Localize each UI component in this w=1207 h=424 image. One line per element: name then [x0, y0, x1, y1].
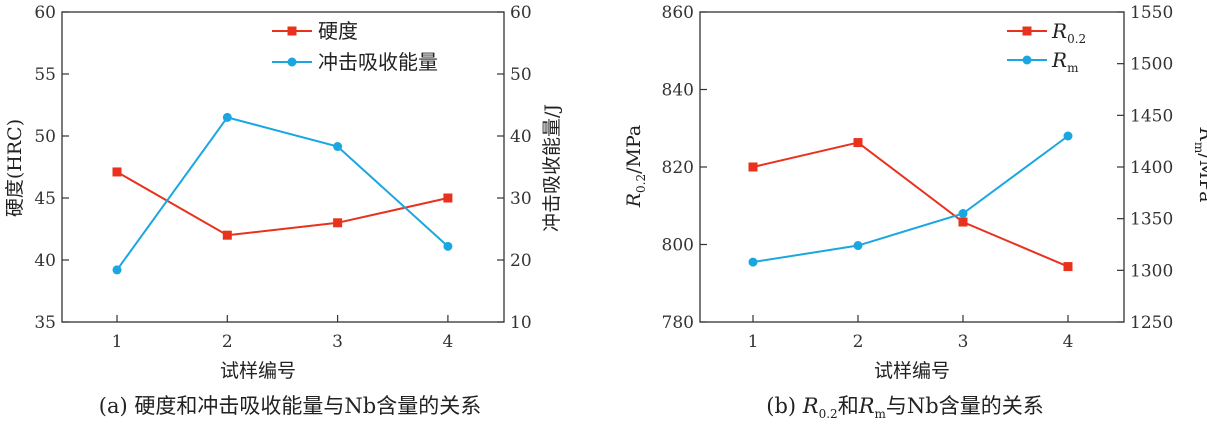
chart-a-ytick-right-label: 10	[510, 313, 532, 333]
chart-a-ylabel-left: 硬度(HRC)	[4, 119, 26, 217]
chart-b-series-0-point	[853, 138, 863, 148]
chart-b-xtick-label: 3	[958, 332, 969, 352]
chart-b-ylabel-left-unit: /MPa	[623, 125, 645, 174]
chart-b-ylabel-left: R0.2/MPa	[623, 125, 648, 209]
chart-b-legend-rm-label: Rm	[1051, 48, 1079, 75]
chart-a-legend-hardness-label: 硬度	[318, 19, 358, 43]
chart-b-caption-rm-symbol: R	[858, 394, 875, 418]
chart-a-ytick-right-label: 60	[510, 3, 532, 23]
chart-b-xtick-label: 1	[748, 332, 759, 352]
chart-b: 780 800 820 840 860 1250 1300 1350 1400 1450 1500 1…	[662, 3, 1174, 352]
chart-a-plot-frame	[61, 11, 505, 323]
chart-b-legend-r02-label: R0.2	[1051, 19, 1086, 46]
chart-b-ytick-right-label: 1400	[1130, 158, 1173, 178]
chart-b-ylabel-left-symbol: R	[623, 193, 645, 208]
chart-b-ytick-left-label: 820	[662, 158, 694, 178]
chart-b-series-1-point	[1063, 131, 1073, 141]
chart-a-series-0-point	[333, 218, 343, 228]
chart-b-series-0-line	[752, 141, 1069, 268]
chart-a-series-0-point	[112, 167, 122, 177]
chart-a-legend-1-marker	[287, 57, 297, 67]
chart-b-legend-r02-sub: 0.2	[1067, 32, 1086, 46]
chart-b-xlabel: 试样编号	[874, 360, 950, 382]
chart-b-legend-1-marker	[1022, 55, 1032, 65]
chart-a-series-0-line	[116, 171, 449, 237]
chart-b-caption-suffix: 与Nb含量的关系	[886, 394, 1044, 418]
chart-b-ytick-right-label: 1350	[1130, 210, 1173, 230]
chart-a-series-1-point	[112, 265, 122, 275]
chart-b-ytick-right-label: 1550	[1130, 3, 1173, 23]
chart-b-xtick-label: 4	[1063, 332, 1074, 352]
chart-a-xtick-label: 4	[442, 332, 453, 352]
chart-a-series-0-point	[222, 230, 232, 240]
chart-b-series-0-point	[1063, 262, 1073, 272]
chart-a-legend-0-marker	[287, 26, 297, 36]
chart-a-xtick-label: 3	[332, 332, 343, 352]
chart-b-series-1-point	[853, 241, 863, 251]
chart-b-ylabel-right-symbol: R	[1195, 127, 1207, 142]
chart-b-series-1-point	[958, 209, 968, 218]
chart-a-series-1-point	[222, 112, 232, 122]
chart-a-ytick-left-label: 50	[34, 127, 56, 147]
chart-b-legend-rm-symbol: R	[1051, 48, 1067, 72]
chart-a-xlabel: 试样编号	[220, 360, 296, 382]
chart-b-ytick-right-label: 1450	[1130, 106, 1173, 126]
chart-b-ylabel-left-sub: 0.2	[634, 174, 648, 193]
chart-a-xtick-label: 2	[222, 332, 233, 352]
chart-a-ytick-right-label: 30	[510, 189, 532, 209]
chart-a-ytick-left-label: 45	[34, 189, 56, 209]
chart-b-legend-rm-sub: m	[1067, 61, 1079, 75]
chart-b-series-0-point	[958, 217, 968, 227]
chart-b-xtick-label: 2	[853, 332, 864, 352]
chart-b-series-1-point	[748, 257, 758, 267]
chart-b-caption: (b) R0.2和Rm与Nb含量的关系	[766, 394, 1043, 421]
chart-a-series-1-line	[116, 116, 449, 271]
chart-b-caption-r02-sub: 0.2	[819, 407, 838, 421]
chart-a-ylabel-right: 冲击吸收能量/J	[541, 104, 563, 232]
chart-b-caption-r02-symbol: R	[802, 394, 819, 418]
chart-a-xtick-label: 1	[112, 332, 123, 352]
chart-a-legend-impact-label: 冲击吸收能量	[318, 50, 438, 74]
chart-b-ytick-left-label: 780	[662, 313, 694, 333]
chart-a-series-1-point	[333, 142, 343, 152]
chart-b-caption-prefix: (b)	[766, 394, 803, 418]
chart-b-series-0-point	[748, 162, 758, 172]
chart-a-caption: (a) 硬度和冲击吸收能量与Nb含量的关系	[99, 394, 481, 418]
chart-b-ytick-right-label: 1250	[1130, 313, 1173, 333]
chart-b-legend-0-marker	[1022, 26, 1032, 36]
chart-a-ytick-right-label: 20	[510, 251, 532, 271]
chart-b-ytick-left-label: 800	[662, 236, 694, 256]
chart-b-caption-mid: 和	[838, 394, 859, 418]
chart-b-ylabel-right: Rm/MPa	[1192, 127, 1207, 203]
chart-b-ytick-left-label: 860	[662, 3, 694, 23]
chart-b-caption-rm-sub: m	[875, 407, 887, 421]
chart-a-ytick-right-label: 40	[510, 127, 532, 147]
chart-a-ytick-left-label: 55	[34, 65, 56, 85]
chart-b-series-1-line	[752, 135, 1069, 264]
chart-a-ytick-left-label: 60	[34, 3, 56, 23]
chart-b-ytick-left-label: 840	[662, 81, 694, 101]
chart-b-ytick-right-label: 1300	[1130, 261, 1173, 281]
chart-a-ytick-left-label: 35	[34, 313, 56, 333]
chart-a-series-0-point	[443, 193, 453, 203]
chart-a-ytick-right-label: 50	[510, 65, 532, 85]
chart-b-legend-r02-symbol: R	[1051, 19, 1067, 43]
chart-a: 35 40 45 50 55 60 10 20 30 40 50 60 1 2 3 4	[34, 3, 531, 352]
chart-b-ylabel-right-unit: /MPa	[1195, 153, 1207, 202]
chart-b-ytick-right-label: 1500	[1130, 55, 1173, 75]
chart-b-ylabel-right-sub: m	[1192, 142, 1206, 154]
chart-a-series-1-point	[443, 241, 453, 251]
chart-a-ytick-left-label: 40	[34, 251, 56, 271]
